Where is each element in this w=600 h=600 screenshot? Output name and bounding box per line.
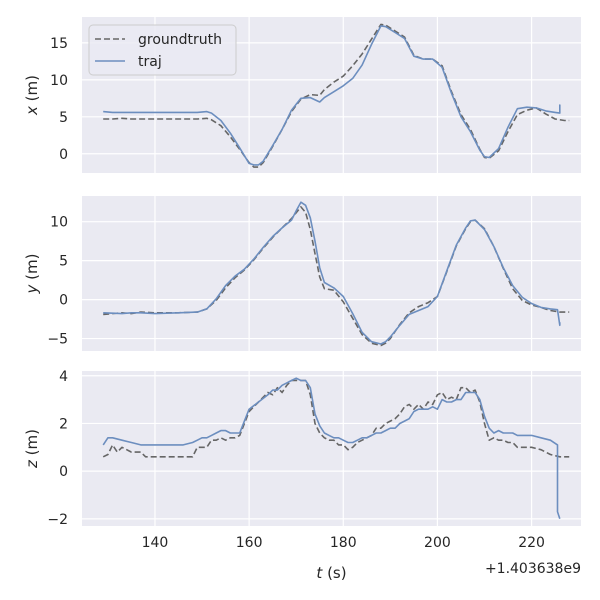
y-tick-label: 0 — [59, 147, 68, 163]
y-tick-label: −5 — [47, 332, 68, 348]
x-axis-offset-text: +1.403638e9 — [485, 561, 581, 577]
x-tick-label: 200 — [424, 535, 451, 551]
y-tick-label: −2 — [47, 512, 68, 528]
y-tick-label: 5 — [59, 110, 68, 126]
y-tick-label: 0 — [59, 293, 68, 309]
y-axis-label-variable: x — [23, 106, 41, 116]
y-axis-label-unit: (m) — [23, 429, 41, 460]
x-tick-label: 160 — [236, 535, 263, 551]
y-tick-label: 10 — [50, 73, 68, 89]
legend: groundtruth traj — [89, 25, 236, 75]
x-tick-label: 140 — [142, 535, 169, 551]
plot-area — [82, 371, 581, 526]
legend-label-groundtruth: groundtruth — [138, 32, 222, 48]
y-tick-label: 0 — [59, 464, 68, 480]
y-axis-label-unit: (m) — [23, 75, 41, 106]
y-tick-label: 10 — [50, 215, 68, 231]
x-axis-label: t (s) — [316, 564, 346, 582]
y-axis-label-unit: (m) — [23, 254, 41, 285]
y-tick-label: 15 — [50, 36, 68, 52]
subplot-y: −5 0 5 10 y (m) — [23, 196, 581, 351]
x-axis-label-unit: (s) — [322, 564, 346, 582]
y-tick-label: 4 — [59, 369, 68, 385]
legend-label-traj: traj — [138, 54, 162, 70]
y-axis-label: x (m) — [23, 75, 41, 116]
subplot-x: 0 5 10 15 x (m) groundtruth traj — [23, 17, 581, 173]
x-tick-label: 220 — [518, 535, 545, 551]
y-tick-label: 2 — [59, 416, 68, 432]
y-axis-label: y (m) — [23, 254, 41, 295]
y-tick-label: 5 — [59, 254, 68, 270]
y-axis-label: z (m) — [23, 429, 41, 469]
x-tick-label: 180 — [330, 535, 357, 551]
